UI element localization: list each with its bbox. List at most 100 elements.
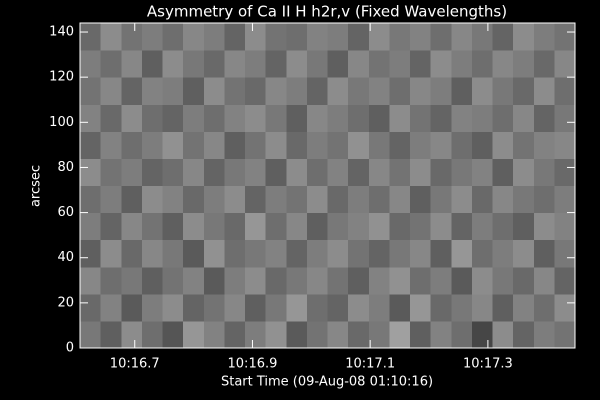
heatmap-cell bbox=[389, 212, 411, 241]
heatmap-cell bbox=[306, 77, 328, 105]
heatmap-cell bbox=[327, 104, 349, 132]
heatmap-cell bbox=[100, 212, 122, 241]
heatmap-cell bbox=[513, 293, 535, 322]
heatmap-cell bbox=[306, 320, 328, 349]
heatmap-cell bbox=[141, 185, 163, 214]
heatmap-cell bbox=[451, 185, 473, 214]
heatmap-cell bbox=[348, 104, 370, 132]
heatmap-cell bbox=[533, 131, 555, 159]
heatmap-cell bbox=[162, 50, 184, 78]
heatmap-cell bbox=[492, 158, 514, 186]
heatmap-cell bbox=[80, 320, 102, 349]
heatmap-cell bbox=[121, 239, 143, 268]
heatmap-cell bbox=[513, 266, 535, 295]
heatmap-cell bbox=[224, 185, 246, 214]
heatmap-cell bbox=[265, 212, 287, 241]
heatmap-cell bbox=[121, 77, 143, 105]
heatmap-cell bbox=[410, 266, 432, 295]
heatmap-cell bbox=[533, 266, 555, 295]
heatmap-cell bbox=[203, 293, 225, 322]
heatmap-cell bbox=[224, 158, 246, 186]
heatmap-cell bbox=[471, 185, 493, 214]
heatmap-cell bbox=[533, 212, 555, 241]
heatmap-cell bbox=[410, 77, 432, 105]
heatmap-cell bbox=[513, 23, 535, 51]
y-tick-label: 20 bbox=[57, 295, 74, 310]
heatmap-cell bbox=[100, 104, 122, 132]
heatmap-cell bbox=[265, 77, 287, 105]
heatmap-cell bbox=[306, 293, 328, 322]
heatmap-cell bbox=[533, 104, 555, 132]
heatmap-cell bbox=[286, 131, 308, 159]
heatmap-cell bbox=[183, 50, 205, 78]
heatmap-cell bbox=[368, 185, 390, 214]
heatmap-cell bbox=[327, 131, 349, 159]
heatmap-cell bbox=[368, 23, 390, 51]
heatmap-cell bbox=[533, 158, 555, 186]
heatmap-cell bbox=[286, 185, 308, 214]
heatmap-cell bbox=[327, 212, 349, 241]
heatmap-cell bbox=[265, 320, 287, 349]
heatmap-cell bbox=[533, 293, 555, 322]
heatmap-cell bbox=[368, 104, 390, 132]
heatmap-cell bbox=[100, 158, 122, 186]
heatmap-cell bbox=[203, 320, 225, 349]
heatmap-cell bbox=[554, 239, 576, 268]
heatmap-cell bbox=[183, 293, 205, 322]
heatmap-cell bbox=[471, 23, 493, 51]
heatmap-cell bbox=[100, 293, 122, 322]
heatmap-cell bbox=[368, 212, 390, 241]
heatmap-cell bbox=[348, 158, 370, 186]
heatmap-cell bbox=[183, 185, 205, 214]
heatmap-cell bbox=[100, 185, 122, 214]
heatmap-cell bbox=[554, 266, 576, 295]
plot-frame bbox=[79, 22, 576, 349]
heatmap-cell bbox=[162, 320, 184, 349]
heatmap-cell bbox=[286, 320, 308, 349]
heatmap-cell bbox=[286, 212, 308, 241]
heatmap-cell bbox=[286, 266, 308, 295]
heatmap-cell bbox=[286, 23, 308, 51]
heatmap-cell bbox=[513, 185, 535, 214]
x-tick-label: 10:16.9 bbox=[228, 357, 278, 372]
heatmap-cell bbox=[183, 23, 205, 51]
heatmap-cell bbox=[162, 131, 184, 159]
heatmap-cell bbox=[141, 293, 163, 322]
heatmap-cell bbox=[348, 266, 370, 295]
heatmap-cell bbox=[245, 212, 267, 241]
heatmap-cell bbox=[327, 185, 349, 214]
heatmap-cell bbox=[203, 239, 225, 268]
heatmap-cell bbox=[471, 266, 493, 295]
heatmap-cell bbox=[410, 50, 432, 78]
heatmap-cell bbox=[410, 212, 432, 241]
heatmap-cell bbox=[533, 23, 555, 51]
heatmap-cell bbox=[451, 266, 473, 295]
heatmap-cell bbox=[348, 131, 370, 159]
heatmap-cell bbox=[265, 131, 287, 159]
heatmap-cell bbox=[368, 293, 390, 322]
heatmap-cell bbox=[80, 104, 102, 132]
heatmap-cell bbox=[245, 131, 267, 159]
heatmap-cell bbox=[100, 77, 122, 105]
heatmap-cell bbox=[121, 158, 143, 186]
heatmap-cell bbox=[80, 131, 102, 159]
heatmap-cell bbox=[410, 185, 432, 214]
y-tick-label: 0 bbox=[66, 341, 74, 356]
heatmap-cell bbox=[389, 131, 411, 159]
heatmap-cell bbox=[245, 185, 267, 214]
heatmap-cell bbox=[513, 158, 535, 186]
heatmap-cell bbox=[451, 293, 473, 322]
y-tick-label: 120 bbox=[49, 70, 74, 85]
heatmap-cell bbox=[410, 104, 432, 132]
heatmap-cell bbox=[306, 185, 328, 214]
heatmap-cell bbox=[554, 320, 576, 349]
heatmap-cell bbox=[286, 158, 308, 186]
heatmap-cell bbox=[389, 185, 411, 214]
heatmap-cell bbox=[513, 77, 535, 105]
heatmap-cell bbox=[224, 320, 246, 349]
heatmap-cell bbox=[554, 50, 576, 78]
y-tick-label: 80 bbox=[57, 160, 74, 175]
heatmap-cell bbox=[121, 320, 143, 349]
heatmap-cell bbox=[327, 320, 349, 349]
heatmap bbox=[80, 23, 576, 349]
